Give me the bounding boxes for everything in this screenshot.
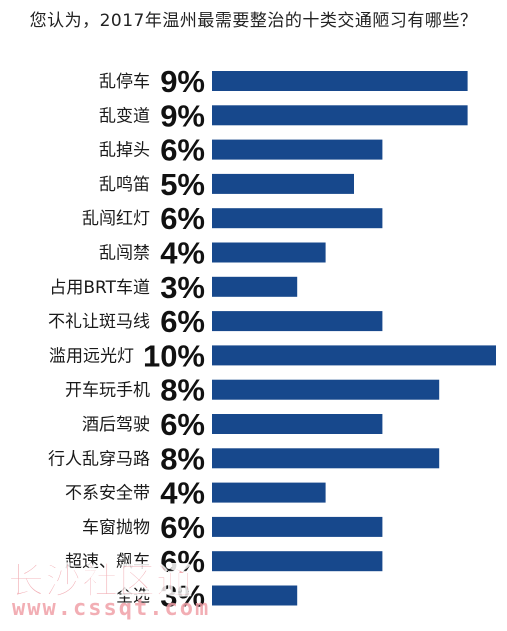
value-label-8: 10%: [143, 338, 205, 373]
category-label-12: 不系安全带: [65, 484, 150, 504]
watermark-text: 长沙社区通: [7, 561, 194, 603]
value-label-9: 8%: [160, 373, 205, 408]
category-label-2: 乱掉头: [99, 141, 150, 161]
value-label-10: 6%: [160, 407, 205, 442]
bar-2: [212, 139, 383, 160]
category-label-13: 车窗抛物: [82, 518, 150, 538]
value-label-7: 6%: [160, 304, 205, 339]
bar-14: [212, 551, 383, 572]
category-label-10: 酒后驾驶: [82, 415, 150, 435]
value-label-15: 3%: [160, 579, 205, 614]
category-label-0: 乱停车: [99, 72, 150, 92]
bar-5: [212, 242, 326, 263]
bar-13: [212, 516, 383, 537]
value-label-0: 9%: [160, 64, 205, 99]
bar-4: [212, 208, 383, 229]
value-label-12: 4%: [160, 476, 205, 511]
bar-0: [212, 71, 468, 91]
bar-8: [212, 345, 496, 366]
bar-9: [212, 379, 440, 400]
category-label-5: 乱闯禁: [99, 244, 150, 264]
value-label-5: 4%: [160, 236, 205, 271]
category-label-3: 乱鸣笛: [99, 175, 150, 195]
value-label-14: 6%: [160, 544, 205, 579]
value-label-3: 5%: [160, 167, 205, 202]
category-label-6: 占用BRT车道: [49, 278, 150, 298]
bar-12: [212, 482, 326, 503]
value-label-1: 9%: [160, 98, 205, 133]
category-label-8: 滥用远光灯: [49, 346, 134, 366]
value-label-13: 6%: [160, 510, 205, 545]
category-label-14: 超速、飙车: [65, 552, 150, 572]
bar-6: [212, 276, 298, 297]
category-label-4: 乱闯红灯: [82, 209, 150, 229]
value-label-4: 6%: [160, 201, 205, 236]
category-label-15: 全选: [116, 587, 150, 607]
bar-10: [212, 414, 383, 434]
chart-title: 您认为，2017年温州最需要整治的十类交通陋习有哪些？: [29, 11, 478, 31]
category-label-11: 行人乱穿马路: [48, 449, 150, 469]
category-label-7: 不礼让斑马线: [48, 312, 150, 332]
bar-11: [212, 448, 440, 469]
category-label-1: 乱变道: [99, 106, 150, 126]
value-label-6: 3%: [160, 270, 205, 305]
bar-1: [212, 105, 468, 126]
value-label-11: 8%: [160, 441, 205, 476]
category-label-9: 开车玩手机: [65, 381, 150, 401]
bar-7: [212, 311, 383, 332]
bar-15: [212, 585, 298, 606]
value-label-2: 6%: [160, 133, 205, 168]
watermark-url: www.cssqt.com: [12, 596, 211, 621]
bar-3: [212, 173, 354, 194]
